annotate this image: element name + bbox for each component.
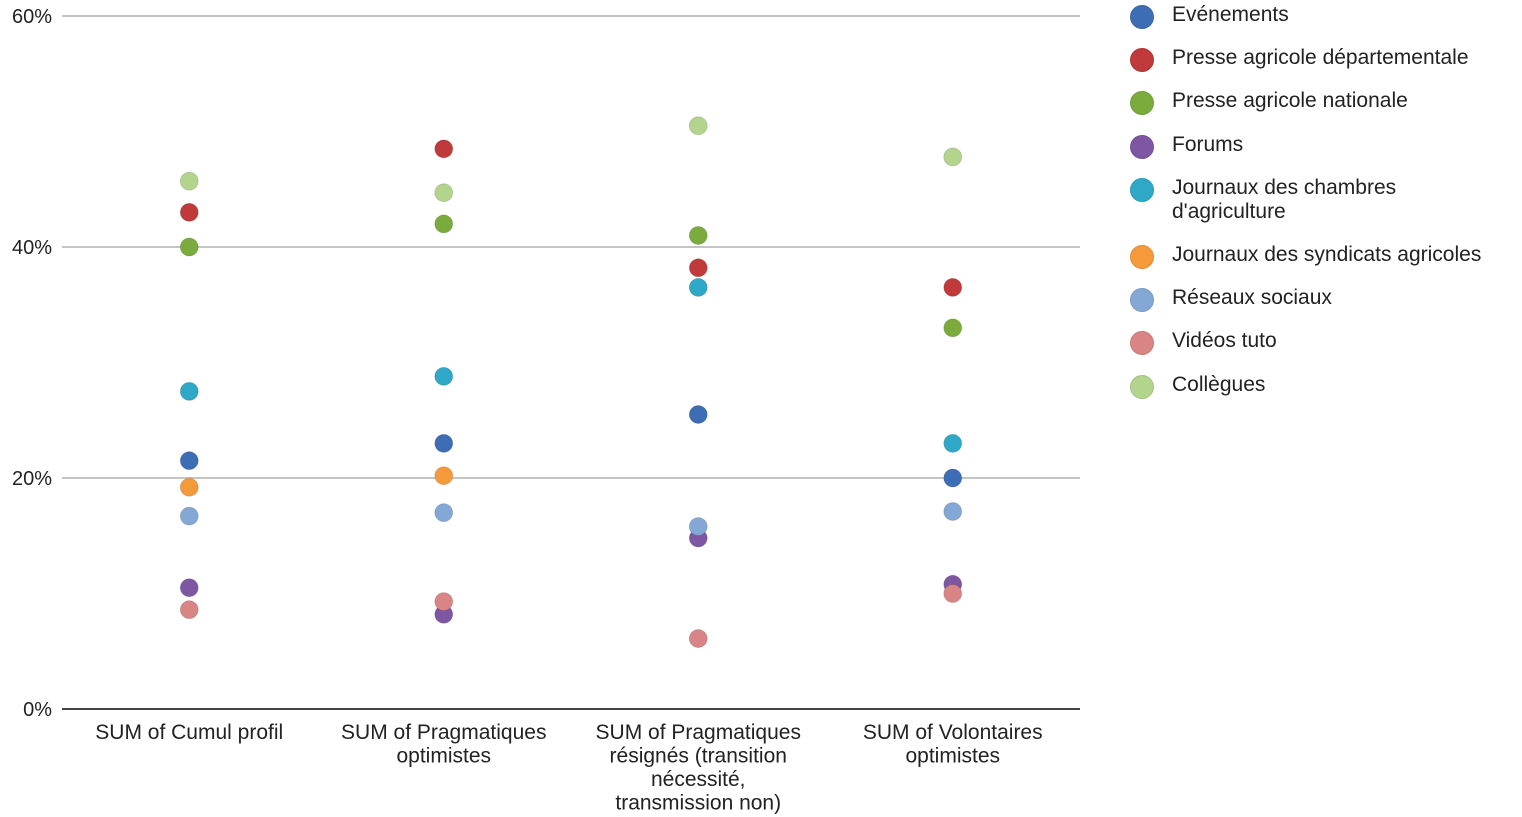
- series-points: [179, 584, 963, 649]
- legend-swatch: [1130, 91, 1154, 115]
- legend-label: Evénements: [1172, 3, 1512, 27]
- data-point: [688, 517, 708, 537]
- legend-label: Presse agricole départementale: [1172, 46, 1512, 70]
- legend-swatch: [1130, 245, 1154, 269]
- legend-item: Evénements: [1130, 3, 1512, 29]
- data-point: [943, 584, 963, 603]
- legend-item: Vidéos tuto: [1130, 329, 1512, 355]
- legend-label: Presse agricole nationale: [1172, 89, 1512, 113]
- data-point: [179, 578, 199, 598]
- legend-swatch: [1130, 48, 1154, 72]
- legend-item: Journaux des chambres d'agriculture: [1130, 176, 1512, 224]
- legend-label-line: Evénements: [1172, 3, 1289, 26]
- x-category-label: SUM of Pragmatiques résignés (transition n…: [596, 721, 801, 815]
- legend-label-line: Journaux des syndicats agricoles: [1172, 243, 1482, 266]
- legend-label: Réseaux sociaux: [1172, 286, 1512, 310]
- legend-item: Forums: [1130, 133, 1512, 159]
- data-point: [434, 466, 454, 486]
- data-point: [179, 171, 199, 191]
- y-tick-label: 40%: [12, 237, 52, 259]
- data-point: [179, 202, 199, 222]
- y-tick-label: 0%: [23, 699, 52, 721]
- legend-item: Journaux des syndicats agricoles: [1130, 243, 1512, 269]
- series-points: [179, 214, 963, 338]
- legend-swatch: [1130, 375, 1154, 399]
- legend-swatch: [1130, 5, 1154, 29]
- data-point: [434, 592, 454, 612]
- data-point: [179, 381, 199, 401]
- data-point: [434, 139, 454, 159]
- data-point: [179, 237, 199, 257]
- data-point: [179, 451, 199, 471]
- data-point: [179, 477, 199, 497]
- data-point: [943, 277, 963, 297]
- data-point: [688, 116, 708, 136]
- series-points: [179, 277, 963, 453]
- y-tick-label: 20%: [12, 468, 52, 490]
- x-category-label-line: optimistes: [396, 745, 491, 768]
- series-points: [179, 528, 963, 624]
- data-point: [688, 629, 708, 649]
- series-points: [179, 501, 963, 537]
- legend-item: Presse agricole nationale: [1130, 89, 1512, 115]
- data-point: [434, 183, 454, 203]
- data-point: [688, 404, 708, 424]
- data-point: [434, 214, 454, 234]
- grid-lines: [62, 15, 1080, 479]
- data-point: [943, 468, 963, 488]
- legend-label: Vidéos tuto: [1172, 329, 1512, 353]
- data-point: [179, 506, 199, 526]
- data-point: [688, 277, 708, 297]
- x-category-label-line: optimistes: [905, 745, 1000, 768]
- legend-label-line: Vidéos tuto: [1172, 329, 1277, 352]
- legend-label-line: Presse agricole nationale: [1172, 89, 1408, 112]
- legend-label-line: Presse agricole départementale: [1172, 46, 1469, 69]
- legend-label: Forums: [1172, 133, 1512, 157]
- legend-item: Presse agricole départementale: [1130, 46, 1512, 72]
- data-points: [179, 116, 963, 649]
- legend-label: Journaux des syndicats agricoles: [1172, 243, 1512, 267]
- x-category-label-line: SUM of Pragmatiques: [341, 721, 546, 744]
- x-category-label: SUM of Pragmatiques optimistes: [341, 721, 546, 768]
- legend-label-line: Forums: [1172, 133, 1244, 156]
- scatter-chart: 0% 20% 40% 60% SUM of Cumul profil SUM of Pr…: [12, 6, 1080, 815]
- legend-label-line: Réseaux sociaux: [1172, 286, 1332, 309]
- legend-label: Journaux des chambres d'agriculture: [1172, 176, 1512, 224]
- series-points: [179, 116, 963, 203]
- series-points: [179, 466, 454, 497]
- series-points: [179, 404, 963, 488]
- x-category-label: SUM of Volontaires optimistes: [863, 721, 1043, 768]
- legend-label-line: Journaux des chambres: [1172, 176, 1397, 199]
- x-axis-category-labels: SUM of Cumul profil SUM of Pragmatiques op…: [95, 721, 1042, 815]
- x-category-label-line: nécessité,: [651, 768, 746, 791]
- data-point: [943, 318, 963, 338]
- data-point: [179, 600, 199, 620]
- x-category-label-line: SUM of Cumul profil: [95, 721, 283, 744]
- legend-swatch: [1130, 288, 1154, 312]
- data-point: [434, 503, 454, 523]
- x-category-label: SUM of Cumul profil: [95, 721, 283, 744]
- legend-swatch: [1130, 135, 1154, 159]
- data-point: [434, 366, 454, 386]
- legend-label-line: d'agriculture: [1172, 200, 1286, 223]
- data-point: [943, 147, 963, 167]
- y-tick-label: 60%: [12, 6, 52, 28]
- x-category-label-line: transmission non): [615, 792, 781, 815]
- legend-swatch: [1130, 178, 1154, 202]
- data-point: [943, 433, 963, 453]
- legend-label-line: Collègues: [1172, 373, 1266, 396]
- x-category-label-line: résignés (transition: [610, 745, 787, 768]
- series-points: [179, 139, 963, 297]
- legend-item: Réseaux sociaux: [1130, 286, 1512, 312]
- y-axis-tick-labels: 0% 20% 40% 60%: [12, 6, 52, 721]
- data-point: [434, 433, 454, 453]
- x-category-label-line: SUM of Volontaires: [863, 721, 1043, 744]
- data-point: [943, 501, 963, 521]
- legend-swatch: [1130, 331, 1154, 355]
- data-point: [688, 225, 708, 245]
- data-point: [688, 258, 708, 278]
- legend-item: Collègues: [1130, 373, 1512, 399]
- legend-label: Collègues: [1172, 373, 1512, 397]
- x-category-label-line: SUM of Pragmatiques: [596, 721, 801, 744]
